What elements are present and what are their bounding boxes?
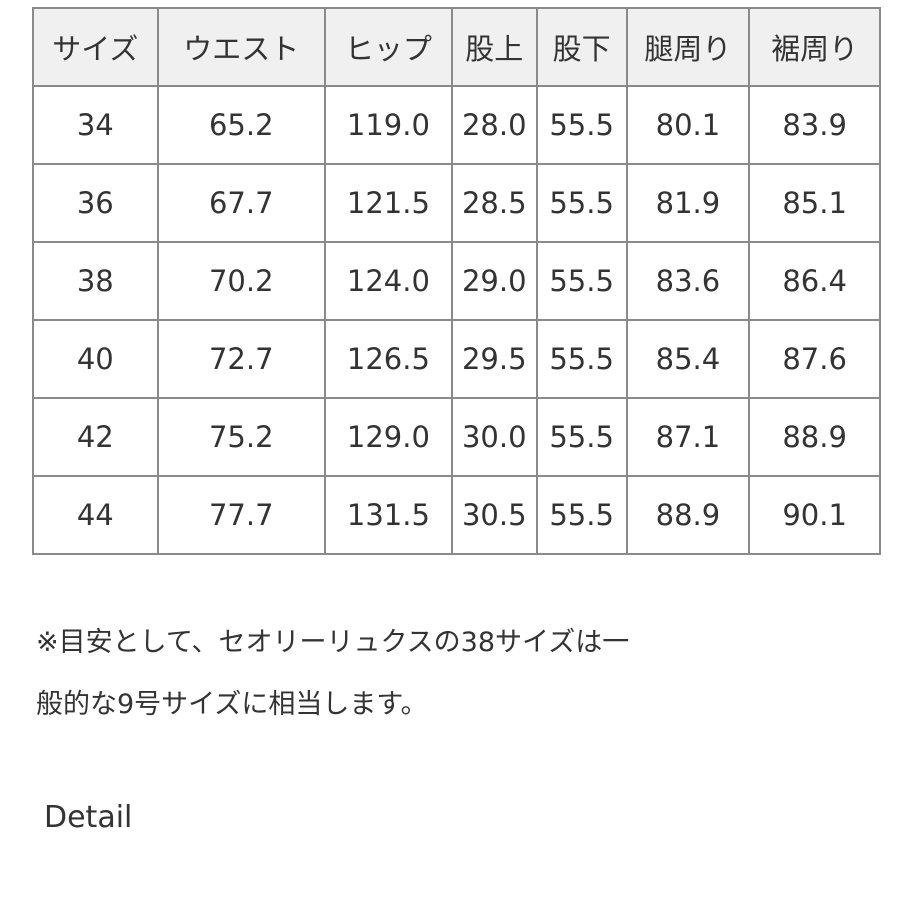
- table-cell: 65.2: [156, 85, 327, 165]
- table-row: 38 70.2 124.0 29.0 55.5 83.6 86.4: [32, 241, 881, 321]
- table-cell: 131.5: [324, 475, 453, 555]
- table-cell: 88.9: [625, 475, 751, 555]
- table-cell: 28.0: [450, 85, 538, 165]
- table-cell: 55.5: [535, 475, 628, 555]
- detail-heading: Detail: [44, 800, 133, 835]
- table-row: 36 67.7 121.5 28.5 55.5 81.9 85.1: [32, 163, 881, 243]
- table-cell: 55.5: [535, 319, 628, 399]
- column-header: 裾周り: [748, 7, 881, 87]
- table-cell: 121.5: [324, 163, 453, 243]
- table-row: 44 77.7 131.5 30.5 55.5 88.9 90.1: [32, 475, 881, 555]
- table-cell: 81.9: [625, 163, 751, 243]
- table-cell: 80.1: [625, 85, 751, 165]
- size-note-line: ※目安として、セオリーリュクスの38サイズは一: [36, 627, 630, 658]
- size-note-line: 般的な9号サイズに相当します。: [36, 689, 428, 720]
- table-cell: 129.0: [324, 397, 453, 477]
- table-cell: 42: [32, 397, 159, 477]
- table-cell: 77.7: [156, 475, 327, 555]
- table-cell: 30.0: [450, 397, 538, 477]
- table-cell: 86.4: [748, 241, 881, 321]
- size-note: ※目安として、セオリーリュクスの38サイズは一 般的な9号サイズに相当します。: [36, 612, 876, 736]
- table-cell: 55.5: [535, 241, 628, 321]
- table-cell: 87.6: [748, 319, 881, 399]
- column-header: 股下: [535, 7, 628, 87]
- table-cell: 55.5: [535, 85, 628, 165]
- table-row: 42 75.2 129.0 30.0 55.5 87.1 88.9: [32, 397, 881, 477]
- table-cell: 83.9: [748, 85, 881, 165]
- column-header: ウエスト: [156, 7, 327, 87]
- table-cell: 55.5: [535, 163, 628, 243]
- table-cell: 34: [32, 85, 159, 165]
- table-cell: 88.9: [748, 397, 881, 477]
- table-cell: 72.7: [156, 319, 327, 399]
- table-cell: 90.1: [748, 475, 881, 555]
- table-cell: 124.0: [324, 241, 453, 321]
- table-row: 40 72.7 126.5 29.5 55.5 85.4 87.6: [32, 319, 881, 399]
- table-cell: 29.0: [450, 241, 538, 321]
- table-cell: 29.5: [450, 319, 538, 399]
- table-cell: 30.5: [450, 475, 538, 555]
- table-cell: 40: [32, 319, 159, 399]
- table-cell: 75.2: [156, 397, 327, 477]
- table-row: 34 65.2 119.0 28.0 55.5 80.1 83.9: [32, 85, 881, 165]
- table-cell: 119.0: [324, 85, 453, 165]
- table-cell: 70.2: [156, 241, 327, 321]
- column-header: サイズ: [32, 7, 159, 87]
- table-cell: 55.5: [535, 397, 628, 477]
- table-cell: 126.5: [324, 319, 453, 399]
- table-header-row: サイズ ウエスト ヒップ 股上 股下 腿周り 裾周り: [32, 7, 881, 87]
- table-cell: 36: [32, 163, 159, 243]
- column-header: ヒップ: [324, 7, 453, 87]
- table-cell: 67.7: [156, 163, 327, 243]
- table-cell: 87.1: [625, 397, 751, 477]
- table-cell: 38: [32, 241, 159, 321]
- table-cell: 83.6: [625, 241, 751, 321]
- size-chart-table: サイズ ウエスト ヒップ 股上 股下 腿周り 裾周り 34 65.2 119.0 28.0 55.5…: [32, 7, 881, 555]
- table-cell: 28.5: [450, 163, 538, 243]
- column-header: 股上: [450, 7, 538, 87]
- table-cell: 44: [32, 475, 159, 555]
- table-cell: 85.4: [625, 319, 751, 399]
- column-header: 腿周り: [625, 7, 751, 87]
- table-cell: 85.1: [748, 163, 881, 243]
